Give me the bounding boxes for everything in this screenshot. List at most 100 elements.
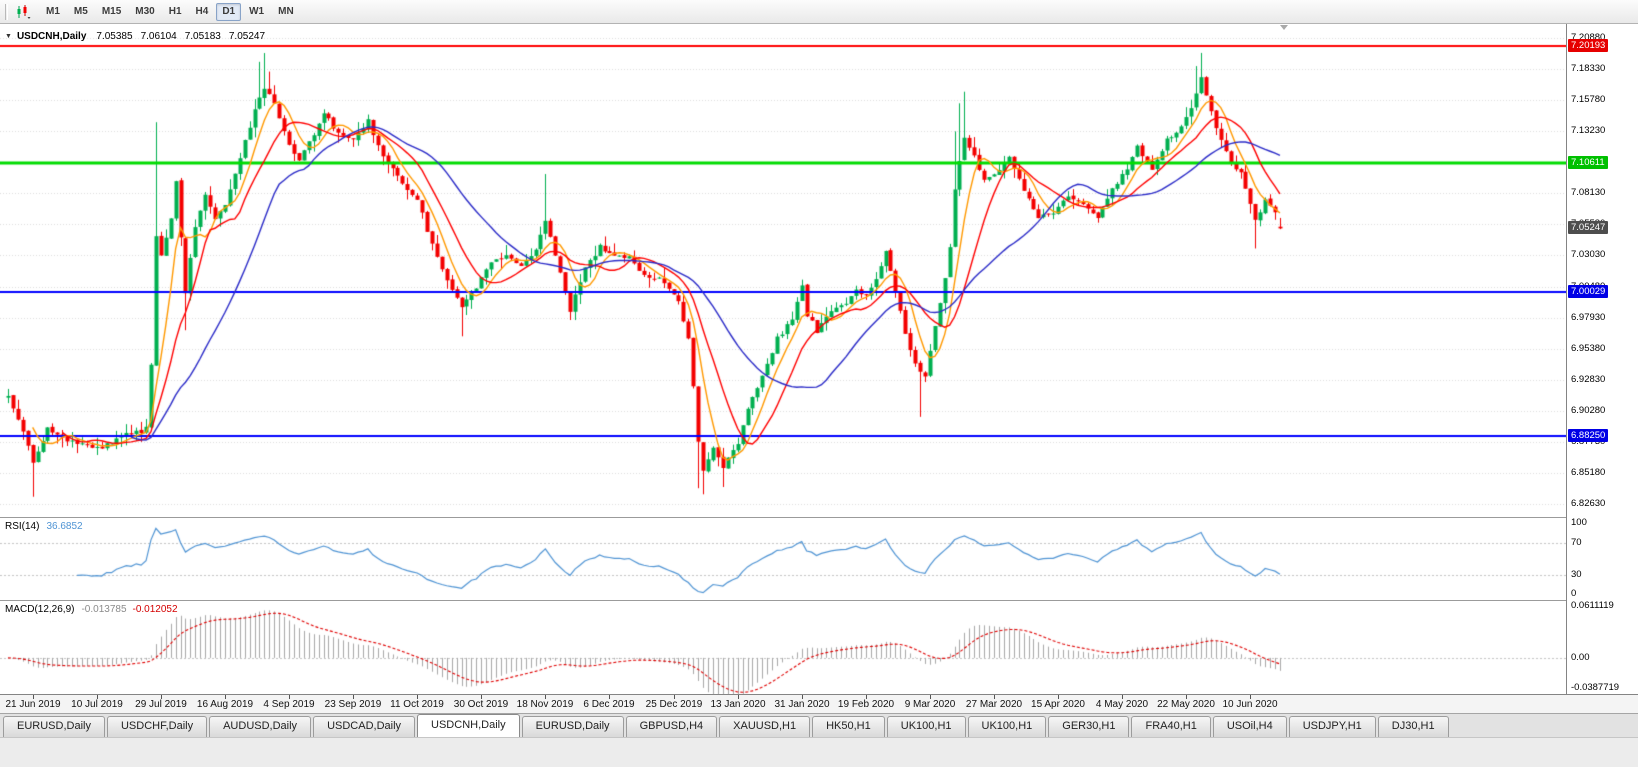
- timeframe-button-h1[interactable]: H1: [168, 5, 182, 17]
- timeframe-button-m15[interactable]: M15: [101, 5, 122, 17]
- time-axis-tick: [1121, 695, 1123, 699]
- chart-tab-hk50-h1[interactable]: HK50,H1: [812, 716, 885, 737]
- timeframe-button-mn[interactable]: MN: [278, 5, 294, 17]
- macd-pane-canvas[interactable]: [0, 601, 1566, 694]
- date-label: 4 Sep 2019: [263, 699, 315, 710]
- price-scale-label: 6.82630: [1571, 498, 1606, 509]
- chart-tab-ger30-h1[interactable]: GER30,H1: [1048, 716, 1130, 737]
- ohlc-open: 7.05385: [96, 31, 133, 42]
- timeframe-button-h4[interactable]: H4: [195, 5, 209, 17]
- chart-tab-fra40-h1[interactable]: FRA40,H1: [1131, 716, 1211, 737]
- date-label: 15 Apr 2020: [1031, 699, 1085, 710]
- time-axis-tick: [352, 695, 354, 699]
- rsi-title: RSI(14): [5, 521, 40, 532]
- date-label: 19 Feb 2020: [837, 699, 895, 710]
- price-scale-label: 6.90280: [1571, 405, 1606, 416]
- chart-tab-eurusd-daily[interactable]: EURUSD,Daily: [3, 716, 105, 737]
- green-level-tag: 7.10611: [1568, 156, 1608, 169]
- macd-signal-value: -0.012052: [132, 604, 178, 615]
- time-axis[interactable]: 21 Jun 2019 10 Jul 2019 29 Jul 2019 16 Aug …: [0, 694, 1638, 713]
- timeframes-toolbar: M1 M5 M15 M30 H1 H4 D1 W1 MN: [0, 0, 1638, 24]
- price-scale-label: 6.95380: [1571, 343, 1606, 354]
- price-scale-label: 7.15780: [1571, 94, 1606, 105]
- chart-tab-audusd-daily[interactable]: AUDUSD,Daily: [209, 716, 312, 737]
- chart-shift-marker: [1280, 25, 1288, 30]
- time-axis-tick: [801, 695, 803, 699]
- chart-tab-xauusd-h1[interactable]: XAUUSD,H1: [719, 716, 811, 737]
- date-label: 27 Mar 2020: [965, 699, 1023, 710]
- timeframe-button-m1[interactable]: M1: [46, 5, 60, 17]
- current-price-tag: 7.05247: [1568, 221, 1609, 234]
- time-axis-tick: [1249, 695, 1251, 699]
- time-axis-tick: [160, 695, 162, 699]
- chart-tab-bar: EURUSD,Daily USDCHF,Daily AUDUSD,Daily USDC…: [0, 713, 1638, 737]
- time-axis-tick: [224, 695, 226, 699]
- time-axis-tick: [288, 695, 290, 699]
- date-label: 13 Jan 2020: [710, 699, 766, 710]
- date-label: 29 Jul 2019: [135, 699, 187, 710]
- blue-level-tag-upper: 7.00029: [1568, 285, 1609, 298]
- panel-separator-rsi[interactable]: [0, 517, 1638, 518]
- date-label: 10 Jun 2020: [1222, 699, 1278, 710]
- date-label: 30 Oct 2019: [453, 699, 509, 710]
- rsi-value: 36.6852: [46, 521, 83, 532]
- panel-separator-macd[interactable]: [0, 600, 1638, 601]
- macd-scale-label: 0.00: [1571, 652, 1590, 663]
- price-scale-label: 6.92830: [1571, 374, 1606, 385]
- date-label: 10 Jul 2019: [71, 699, 123, 710]
- timeframe-button-w1[interactable]: W1: [249, 5, 265, 17]
- price-scale-label: 7.20880: [1571, 32, 1606, 43]
- chart-tab-usdcad-daily[interactable]: USDCAD,Daily: [313, 716, 416, 737]
- chart-tab-eurusd-daily[interactable]: EURUSD,Daily: [521, 716, 624, 737]
- timeframe-button-d1[interactable]: D1: [216, 2, 242, 21]
- chart-tab-uk100-h1[interactable]: UK100,H1: [967, 716, 1047, 737]
- rsi-pane-canvas[interactable]: [0, 518, 1566, 600]
- date-label: 11 Oct 2019: [390, 699, 444, 710]
- time-axis-tick: [1057, 695, 1059, 699]
- price-scale-label: 6.85180: [1571, 467, 1606, 478]
- chart-tab-dj30-h1[interactable]: DJ30,H1: [1377, 716, 1449, 737]
- status-bar: [0, 737, 1638, 767]
- chart-periods-icon-svg: [17, 4, 31, 19]
- chart-tab-uk100-h1[interactable]: UK100,H1: [886, 716, 966, 737]
- chart-periods-icon[interactable]: [13, 3, 33, 21]
- chart-tab-usdchf-daily[interactable]: USDCHF,Daily: [106, 716, 208, 737]
- rsi-scale-label: 100: [1571, 517, 1587, 528]
- time-axis-tick: [608, 695, 610, 699]
- macd-main-value: -0.013785: [81, 604, 127, 615]
- time-axis-tick: [32, 695, 34, 699]
- time-axis-tick: [96, 695, 98, 699]
- timeframe-buttons: M1 M5 M15 M30 H1 H4 D1 W1 MN: [39, 2, 301, 21]
- date-label: 25 Dec 2019: [645, 699, 703, 710]
- rsi-indicator-label: RSI(14) 36.6852: [5, 521, 83, 532]
- rsi-scale-label: 70: [1571, 537, 1582, 548]
- date-label: 4 May 2020: [1095, 699, 1149, 710]
- timeframe-button-m5[interactable]: M5: [73, 5, 88, 17]
- time-axis-tick: [993, 695, 995, 699]
- chart-window: ▼ USDCNH,Daily 7.05385 7.06104 7.05183 7.0524…: [0, 24, 1638, 713]
- time-axis-tick: [480, 695, 482, 699]
- blue-level-tag-lower: 6.88250: [1568, 429, 1609, 442]
- chart-symbol-label: USDCNH,Daily: [16, 31, 87, 42]
- macd-scale-label: -0.0387719: [1571, 682, 1620, 693]
- time-axis-tick: [416, 695, 418, 699]
- chart-tab-usdjpy-h1[interactable]: USDJPY,H1: [1288, 716, 1376, 737]
- chart-tab-usdcnh-daily[interactable]: USDCNH,Daily: [417, 714, 520, 737]
- price-scale-label: 7.13230: [1571, 125, 1606, 136]
- main-chart-canvas[interactable]: [0, 24, 1566, 517]
- date-label: 18 Nov 2019: [516, 699, 574, 710]
- chart-tab-usoil-h4[interactable]: USOil,H4: [1212, 716, 1287, 737]
- price-scale-label: 7.18330: [1571, 63, 1606, 74]
- rsi-scale-label: 0: [1571, 588, 1577, 599]
- collapse-arrow-icon[interactable]: ▼: [5, 33, 12, 40]
- toolbar-grip[interactable]: [5, 3, 8, 20]
- ohlc-high: 7.06104: [140, 31, 177, 42]
- time-axis-tick: [673, 695, 675, 699]
- time-axis-tick: [544, 695, 546, 699]
- price-scale[interactable]: 7.208807.183307.157807.132307.106807.081…: [1566, 24, 1638, 694]
- timeframe-button-m30[interactable]: M30: [135, 5, 155, 17]
- chart-tab-gbpusd-h4[interactable]: GBPUSD,H4: [625, 716, 718, 737]
- date-label: 9 Mar 2020: [904, 699, 956, 710]
- macd-scale-label: 0.0611119: [1571, 600, 1614, 611]
